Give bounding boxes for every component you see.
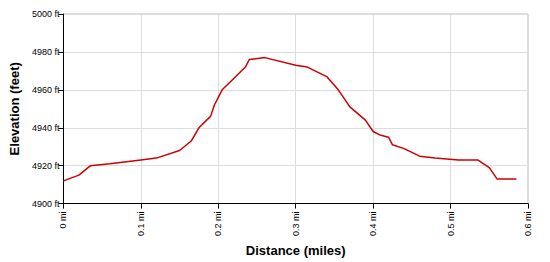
svg-text:4920 ft: 4920 ft [32, 161, 60, 171]
svg-text:0.3 mi: 0.3 mi [291, 212, 301, 237]
svg-text:0.1 mi: 0.1 mi [136, 212, 146, 237]
svg-text:4900 ft: 4900 ft [32, 199, 60, 209]
svg-text:4940 ft: 4940 ft [32, 123, 60, 133]
svg-text:0.2 mi: 0.2 mi [213, 212, 223, 237]
svg-text:0.5 mi: 0.5 mi [446, 212, 456, 237]
svg-text:Elevation (feet): Elevation (feet) [7, 62, 22, 155]
svg-text:4960 ft: 4960 ft [32, 85, 60, 95]
svg-text:0 mi: 0 mi [58, 212, 68, 229]
svg-text:0.4 mi: 0.4 mi [368, 212, 378, 237]
svg-text:0.6 mi: 0.6 mi [523, 212, 533, 237]
svg-text:Distance (miles): Distance (miles) [246, 243, 346, 258]
svg-text:4980 ft: 4980 ft [32, 47, 60, 57]
svg-text:5000 ft: 5000 ft [32, 9, 60, 19]
